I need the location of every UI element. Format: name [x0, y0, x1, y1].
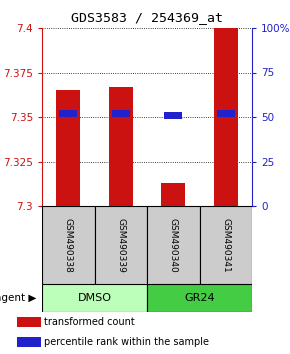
Bar — [164, 112, 182, 119]
Text: GSM490340: GSM490340 — [169, 218, 178, 272]
Bar — [57, 90, 80, 206]
Bar — [112, 110, 130, 117]
Bar — [17, 317, 41, 327]
Bar — [214, 28, 238, 206]
Title: GDS3583 / 254369_at: GDS3583 / 254369_at — [71, 11, 223, 24]
Bar — [59, 110, 77, 117]
Text: GSM490339: GSM490339 — [116, 218, 125, 273]
Bar — [162, 183, 185, 206]
Bar — [147, 206, 200, 284]
Text: percentile rank within the sample: percentile rank within the sample — [44, 337, 209, 347]
Bar — [95, 206, 147, 284]
Text: GSM490338: GSM490338 — [64, 218, 73, 273]
Bar — [147, 284, 252, 312]
Bar — [109, 87, 133, 206]
Text: DMSO: DMSO — [77, 293, 111, 303]
Bar — [42, 206, 95, 284]
Bar — [200, 206, 252, 284]
Bar — [17, 337, 41, 347]
Text: agent ▶: agent ▶ — [0, 293, 36, 303]
Bar — [42, 284, 147, 312]
Text: GSM490341: GSM490341 — [221, 218, 230, 272]
Text: GR24: GR24 — [184, 293, 215, 303]
Bar — [217, 110, 235, 117]
Text: transformed count: transformed count — [44, 317, 134, 327]
